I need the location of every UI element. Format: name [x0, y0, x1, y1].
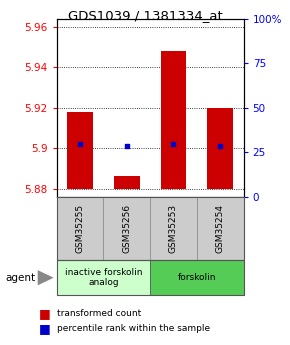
Bar: [161, 51, 186, 189]
Text: ■: ■: [39, 322, 51, 335]
Text: GSM35254: GSM35254: [216, 204, 225, 253]
Text: percentile rank within the sample: percentile rank within the sample: [57, 324, 210, 333]
Bar: [207, 108, 233, 189]
Text: forskolin: forskolin: [177, 273, 216, 282]
Text: GSM35253: GSM35253: [169, 204, 178, 253]
Bar: [67, 112, 93, 189]
Point: [171, 141, 176, 147]
Bar: [114, 176, 139, 189]
Point: [218, 144, 222, 149]
Text: agent: agent: [6, 273, 36, 283]
Text: GSM35256: GSM35256: [122, 204, 131, 253]
Text: GDS1039 / 1381334_at: GDS1039 / 1381334_at: [68, 9, 222, 22]
Point: [124, 144, 129, 149]
Point: [78, 141, 82, 147]
Text: ■: ■: [39, 307, 51, 321]
Text: inactive forskolin
analog: inactive forskolin analog: [65, 268, 142, 287]
Text: transformed count: transformed count: [57, 309, 141, 318]
Text: GSM35255: GSM35255: [75, 204, 84, 253]
Polygon shape: [38, 270, 54, 285]
